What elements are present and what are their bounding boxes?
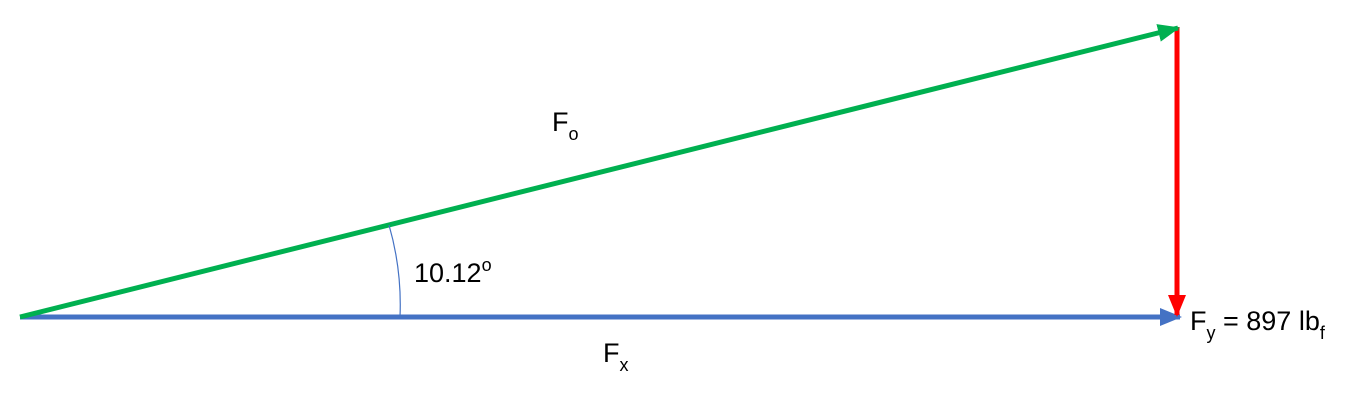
resultant-force-vector: [19, 24, 1180, 320]
angle-arc: [388, 224, 401, 318]
resultant-label: Fo: [552, 107, 579, 144]
horizontal-label: Fx: [603, 338, 629, 375]
angle-label: 10.12o: [414, 255, 492, 288]
vertical-label: Fy = 897 lbf: [1190, 306, 1326, 343]
